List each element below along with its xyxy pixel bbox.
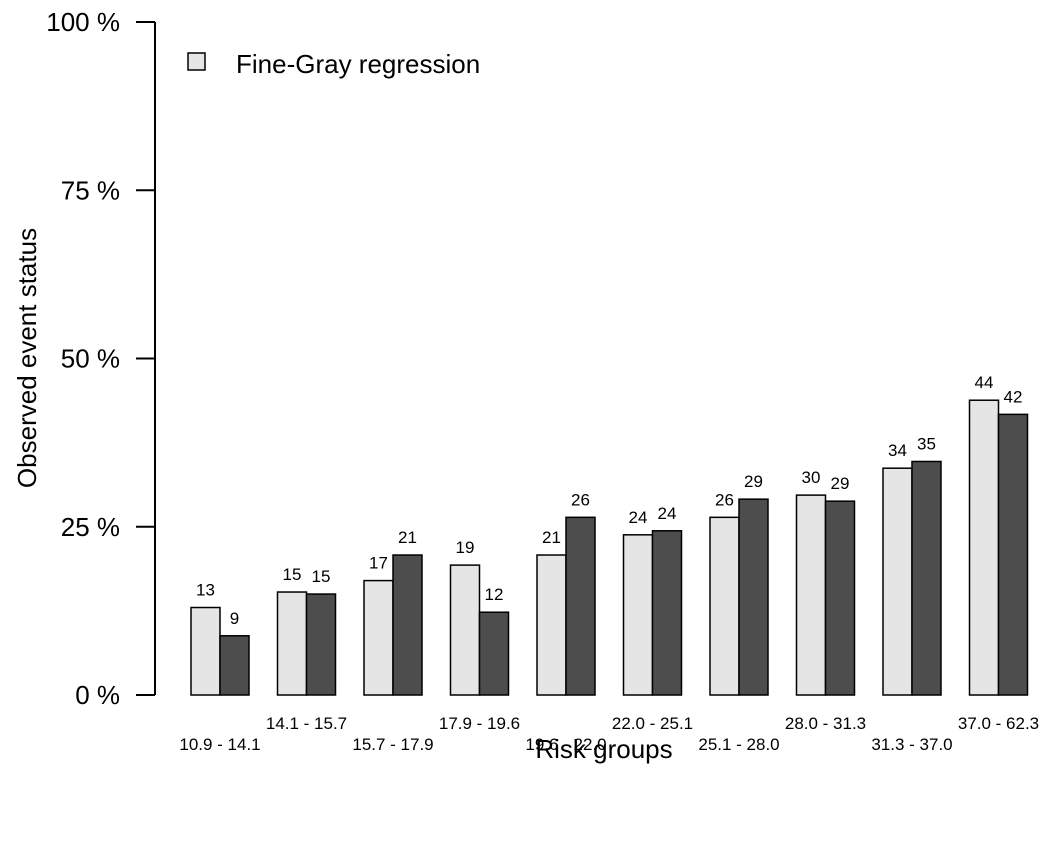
bar	[478, 611, 510, 696]
y-tick-label: 50 %	[61, 344, 120, 374]
bar-value-labels: 13 9 15 15 17 21 19 12 21 26 24 24 26 29 30 29 34 35 44 42	[196, 373, 1022, 628]
bar-value-label: 15	[283, 565, 302, 584]
bar-value-label: 24	[629, 508, 648, 527]
bar-value-label: 30	[802, 468, 821, 487]
bar-value-label: 29	[831, 474, 850, 493]
bar	[363, 579, 394, 696]
bar	[190, 606, 221, 696]
category-label: 25.1 - 28.0	[698, 735, 779, 754]
bar-value-label: 21	[542, 528, 561, 547]
category-labels: 10.9 - 14.1 14.1 - 15.7 15.7 - 17.9 17.9 - …	[179, 714, 1039, 754]
category-label: 31.3 - 37.0	[871, 735, 952, 754]
bars	[190, 399, 1029, 696]
x-axis-title: Risk groups	[535, 734, 672, 764]
category-label: 28.0 - 31.3	[785, 714, 866, 733]
bar-value-label: 34	[888, 441, 907, 460]
bar	[795, 494, 827, 696]
bar-value-label: 13	[196, 581, 215, 600]
bar	[392, 554, 423, 696]
y-tick-label: 0 %	[75, 680, 120, 710]
bar-value-label: 21	[398, 528, 417, 547]
bar-value-label: 26	[571, 490, 590, 509]
bar-value-label: 15	[312, 567, 331, 586]
bar-value-label: 12	[485, 585, 504, 604]
category-label: 15.7 - 17.9	[352, 735, 433, 754]
bar	[651, 530, 683, 696]
bar-value-label: 35	[917, 434, 936, 453]
bar	[305, 593, 337, 696]
category-label: 37.0 - 62.3	[958, 714, 1039, 733]
y-tick-label: 100 %	[46, 7, 120, 37]
category-label: 19.6 - 22.0	[525, 735, 606, 754]
bar	[911, 460, 942, 696]
bar-value-label: 26	[715, 490, 734, 509]
bar	[882, 467, 913, 696]
legend-label: Fine-Gray regression	[236, 49, 480, 79]
y-tick-label: 75 %	[61, 175, 120, 205]
bar	[622, 534, 654, 696]
bar	[536, 554, 567, 696]
legend-swatch	[187, 52, 206, 71]
y-axis: 0 % 25 % 50 % 75 % 100 %	[46, 7, 156, 710]
category-label: 22.0 - 25.1	[612, 714, 693, 733]
bar-value-label: 24	[658, 504, 677, 523]
bar	[968, 399, 1000, 696]
bar-value-label: 17	[369, 554, 388, 573]
bar	[997, 413, 1029, 696]
bar-value-label: 19	[456, 538, 475, 557]
bar	[738, 498, 769, 696]
bar	[709, 516, 740, 696]
bar	[276, 591, 308, 696]
bar-value-label: 29	[744, 472, 763, 491]
y-tick-label: 25 %	[61, 512, 120, 542]
bar	[219, 635, 250, 696]
legend: Fine-Gray regression	[187, 49, 480, 79]
category-label: 10.9 - 14.1	[179, 735, 260, 754]
bar	[565, 516, 596, 696]
category-label: 17.9 - 19.6	[439, 714, 520, 733]
bar-value-label: 42	[1004, 387, 1023, 406]
bar	[449, 564, 481, 696]
category-label: 14.1 - 15.7	[266, 714, 347, 733]
bar-value-label: 9	[230, 609, 239, 628]
bar-value-label: 44	[975, 373, 994, 392]
bar	[824, 500, 856, 696]
y-axis-title: Observed event status	[12, 228, 42, 488]
